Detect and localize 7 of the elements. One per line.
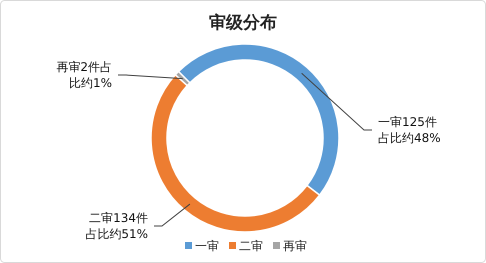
data-label: 二审134件占比约51% [84,210,148,242]
legend-label: 一审 [195,239,219,253]
legend-label: 二审 [239,239,263,253]
legend-label: 再审 [283,239,307,253]
data-label: 一审125件占比约48% [378,114,442,146]
chart-title: 审级分布 [209,13,277,33]
data-label: 再审2件占比约1% [55,59,112,91]
